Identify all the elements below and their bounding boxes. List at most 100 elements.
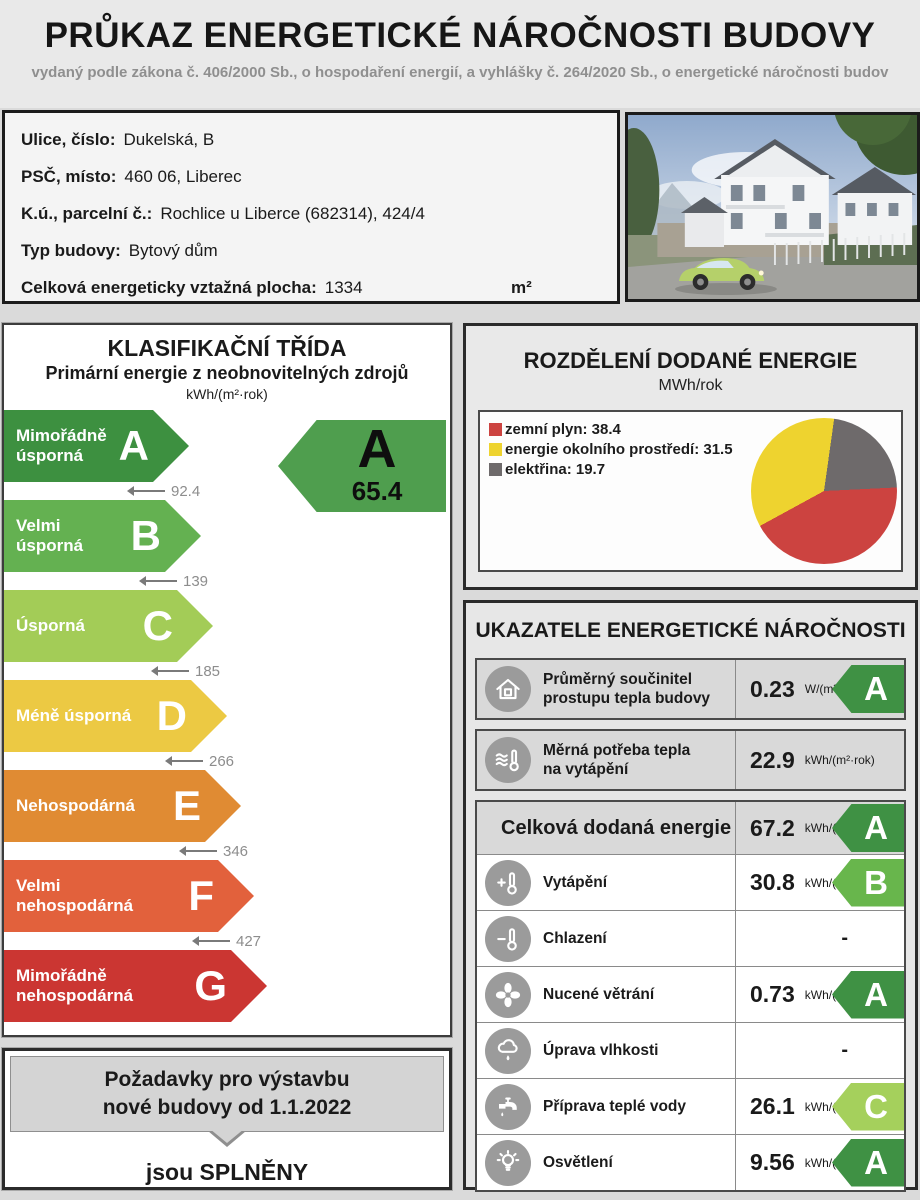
indicator-value: 0.73: [750, 981, 795, 1007]
indicator-badge-A: A: [832, 665, 904, 713]
indicator-empty-dash: -: [841, 927, 848, 949]
indicator-value: 30.8: [750, 869, 795, 895]
indicator-left: Vytápění: [477, 855, 735, 910]
rating-letter: A: [357, 419, 397, 480]
indicator-left: Osvětlení: [477, 1135, 735, 1190]
threshold-value: 266: [209, 752, 235, 770]
classification-unit: kWh/(m²·rok): [186, 386, 268, 402]
indicators-panel: UKAZATELE ENERGETICKÉ NÁROČNOSTI Průměrn…: [463, 600, 918, 1192]
classification-subtitle: Primární energie z neobnovitelných zdroj…: [45, 363, 409, 383]
legend-swatch: [489, 423, 502, 436]
class-arrow-D: Méně úsporná D: [4, 680, 227, 752]
distribution-unit: MWh/rok: [658, 377, 723, 394]
class-threshold: 346: [179, 842, 450, 860]
distribution-chart-box: zemní plyn: 38.4 energie okolního prostř…: [478, 410, 903, 572]
indicator-value-cell: -: [735, 1023, 904, 1078]
indicator-label: Celková dodaná energie: [501, 816, 732, 839]
indicator-label: Chlazení: [543, 929, 607, 947]
class-letter: C: [142, 602, 173, 649]
class-arrow-B: Velmi úsporná B: [4, 500, 201, 572]
threshold-value: 92.4: [171, 482, 201, 500]
indicator-value-cell: 26.1kWh/(m²·rok) C: [735, 1079, 904, 1134]
page-title: PRŮKAZ ENERGETICKÉ NÁROČNOSTI BUDOVY: [44, 16, 876, 55]
indicator-value: 26.1: [750, 1093, 795, 1119]
indicator-label: Osvětlení: [543, 1153, 613, 1171]
indicator-row-vytapeni: Vytápění 30.8kWh/(m²·rok) B: [477, 855, 904, 911]
indicator-boxes: Průměrný součinitel prostupu tepla budovy…: [475, 658, 906, 791]
class-threshold: 266: [165, 752, 450, 770]
indicator-label: Úprava vlhkosti: [543, 1041, 659, 1059]
class-label: Velmi nehospodárná: [16, 875, 134, 915]
pie-chart: [751, 418, 897, 564]
legend-text: zemní plyn: 38.4: [505, 421, 621, 438]
class-label: Méně úsporná: [16, 705, 132, 725]
threshold-arrow-icon: [139, 576, 177, 586]
address-box: Ulice, číslo: Dukelská, B PSČ, místo: 460 …: [2, 110, 620, 304]
fan-icon: [485, 971, 531, 1018]
indicator-left: Průměrný součinitel prostupu tepla budovy: [477, 660, 735, 718]
address-label: Celková energeticky vztažná plocha:: [21, 278, 317, 297]
class-label: Úsporná: [16, 615, 85, 635]
indicator-badge-A: A: [832, 804, 904, 852]
indicator-left: Příprava teplé vody: [477, 1079, 735, 1134]
requirements-result: jsou SPLNĚNY: [145, 1159, 309, 1185]
class-letter: F: [188, 872, 214, 919]
address-value: 460 06, Liberec: [124, 167, 242, 186]
address-value: Dukelská, B: [123, 130, 215, 149]
address-label: Ulice, číslo:: [21, 130, 116, 149]
indicator-value: 22.9: [750, 746, 795, 773]
indicator-value-cell: -: [735, 911, 904, 966]
indicator-row-osvetleni: Osvětlení 9.56kWh/(m²·rok) A: [477, 1135, 904, 1190]
indicator-left: Chlazení: [477, 911, 735, 966]
indicator-row-prumerny-soucinitel: Průměrný součinitel prostupu tepla budovy…: [475, 658, 906, 720]
indicator-value-cell: 67.2kWh/(m²·rok) A: [735, 802, 904, 854]
address-label: Typ budovy:: [21, 241, 121, 260]
class-letter: G: [194, 962, 227, 1009]
indicator-row-nucene-vetrani: Nucené větrání 0.73kWh/(m²·rok) A: [477, 967, 904, 1023]
pie-legend: zemní plyn: 38.4 energie okolního prostř…: [489, 421, 733, 481]
indicator-empty-dash: -: [841, 1039, 848, 1061]
bulb-icon: [485, 1139, 531, 1186]
indicator-row-priprava-teple-vody: Příprava teplé vody 26.1kWh/(m²·rok) C: [477, 1079, 904, 1135]
legend-row: zemní plyn: 38.4: [489, 421, 733, 438]
indicator-left: Úprava vlhkosti: [477, 1023, 735, 1078]
indicator-value-cell: 9.56kWh/(m²·rok) A: [735, 1135, 904, 1190]
indicator-unit: kWh/(m²·rok): [804, 753, 875, 767]
classification-title: KLASIFIKAČNÍ TŘÍDA: [107, 335, 347, 361]
humidity-icon: [485, 1027, 531, 1074]
indicator-row-celkova-dodana: Celková dodaná energie 67.2kWh/(m²·rok) …: [477, 802, 904, 855]
requirements-statement: Požadavky pro výstavbu nové budovy od 1.…: [10, 1056, 444, 1132]
energy-distribution-panel: ROZDĚLENÍ DODANÉ ENERGIE MWh/rok zemní p…: [463, 323, 918, 590]
thermo-minus-icon: [485, 915, 531, 962]
distribution-title: ROZDĚLENÍ DODANÉ ENERGIE: [523, 348, 858, 373]
rating-value: 65.4: [351, 475, 403, 506]
address-label: K.ú., parcelní č.:: [21, 204, 153, 223]
class-letter: E: [172, 782, 201, 829]
building-photo-render: [628, 115, 917, 299]
requirements-box: Požadavky pro výstavbu nové budovy od 1.…: [2, 1048, 452, 1190]
indicator-label: Průměrný součinitel prostupu tepla budovy: [543, 670, 711, 707]
indicator-table: Celková dodaná energie 67.2kWh/(m²·rok) …: [475, 800, 906, 1192]
threshold-arrow-icon: [165, 756, 203, 766]
class-arrow-C: Úsporná C: [4, 590, 213, 662]
rating-arrow: A 65.4: [278, 420, 446, 512]
class-arrow-F: Velmi nehospodárná F: [4, 860, 254, 932]
class-label: Nehospodárná: [16, 795, 136, 815]
address-row: Ulice, číslo: Dukelská, B: [21, 127, 617, 152]
threshold-arrow-icon: [151, 666, 189, 676]
legend-text: elektřina: 19.7: [505, 461, 606, 478]
class-threshold: 92.4: [127, 482, 450, 500]
indicator-value: 67.2: [750, 814, 795, 841]
class-arrow-A: Mimořádně úsporná A: [4, 410, 189, 482]
class-letter: B: [130, 512, 161, 559]
indicator-value: 9.56: [750, 1149, 795, 1175]
address-label: PSČ, místo:: [21, 167, 117, 186]
indicator-value: 0.23: [750, 675, 795, 702]
indicator-label: Nucené větrání: [543, 985, 655, 1003]
indicator-badge-A: A: [832, 1138, 904, 1187]
legend-text: energie okolního prostředí: 31.5: [505, 441, 733, 458]
indicator-row-uprava-vlhkosti: Úprava vlhkosti -: [477, 1023, 904, 1079]
house-icon: [485, 666, 531, 712]
indicator-value-cell: 30.8kWh/(m²·rok) B: [735, 855, 904, 910]
